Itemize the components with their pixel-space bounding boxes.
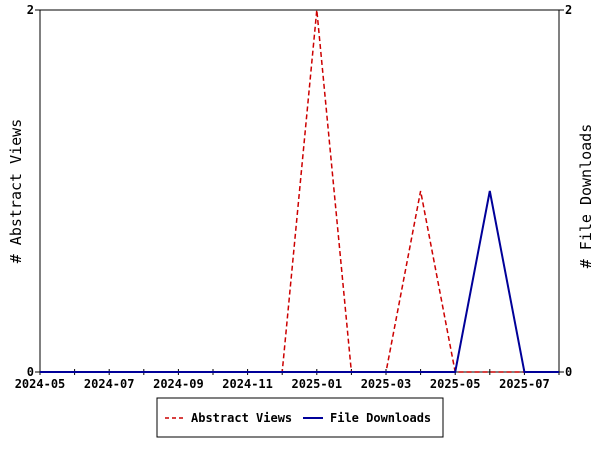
x-tick-label-2025-01: 2025-01 — [292, 377, 343, 391]
x-tick-label-2024-05: 2024-05 — [15, 377, 66, 391]
y-tick-label-right-2: 2 — [565, 3, 572, 17]
legend-box — [156, 397, 444, 438]
x-tick-label-2024-09: 2024-09 — [153, 377, 204, 391]
y-ticks-group: 0 2 0 2 — [27, 3, 572, 379]
x-tick-label-2025-03: 2025-03 — [361, 377, 412, 391]
axis-titles-group: # Abstract Views # File Downloads — [7, 119, 595, 269]
series-line-abstract-views — [40, 9, 559, 373]
legend: Abstract Views File Downloads — [156, 397, 444, 438]
x-tick-label-2025-07: 2025-07 — [499, 377, 550, 391]
x-tick-label-2025-05: 2025-05 — [430, 377, 481, 391]
x-tick-label-2024-11: 2024-11 — [222, 377, 273, 391]
y-axis-right-title: # File Downloads — [577, 124, 595, 269]
y-tick-label-left-0: 0 — [27, 365, 34, 379]
x-tick-label-2024-07: 2024-07 — [84, 377, 135, 391]
x-ticks-group: 2024-05 2024-07 2024-09 2024-11 2025-01 2025-… — [15, 369, 560, 391]
series-line-file-downloads — [40, 190, 559, 373]
series-group — [40, 9, 559, 373]
y-tick-label-left-2: 2 — [27, 3, 34, 17]
y-tick-label-right-0: 0 — [565, 365, 572, 379]
legend-label-file-downloads: File Downloads — [330, 411, 431, 425]
y-axis-left-title: # Abstract Views — [7, 119, 25, 264]
legend-label-abstract-views: Abstract Views — [191, 411, 292, 425]
